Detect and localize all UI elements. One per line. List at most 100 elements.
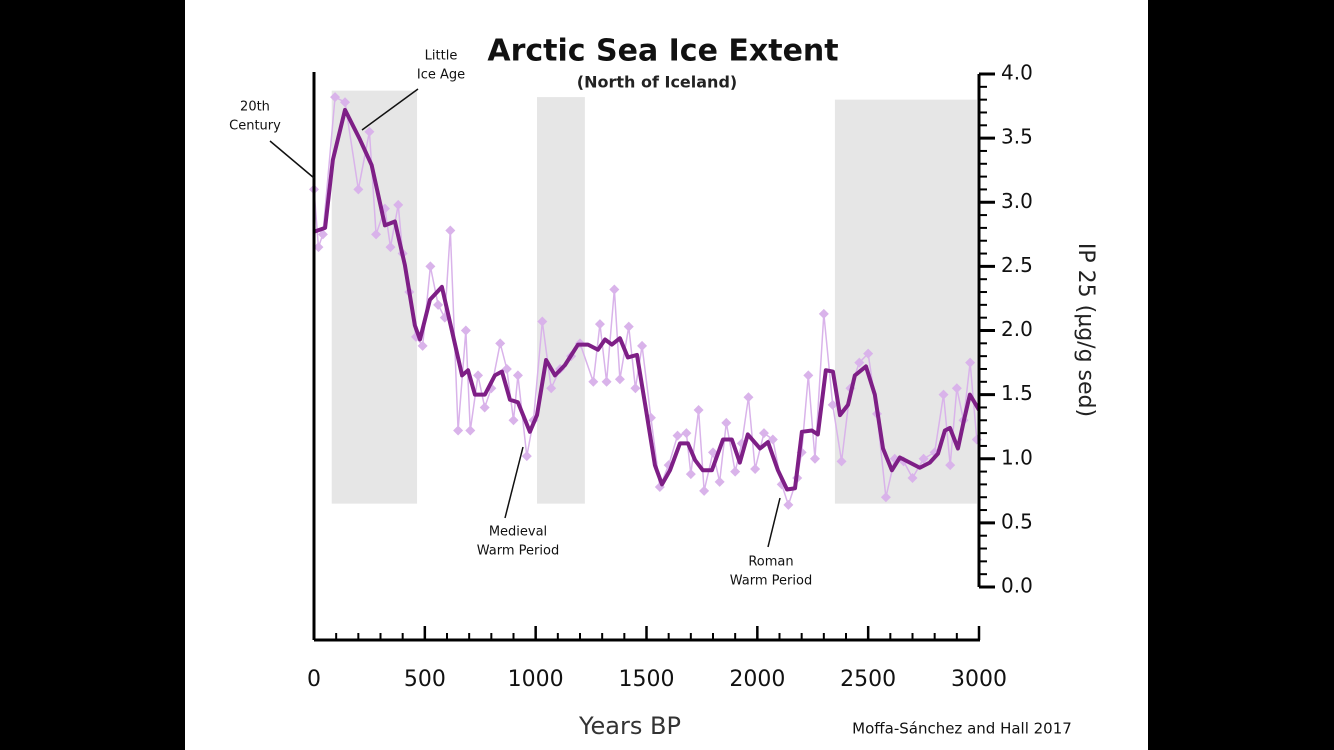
raw-point xyxy=(699,485,710,496)
x-tick-label: 0 xyxy=(307,667,321,692)
raw-point xyxy=(445,225,456,236)
raw-point xyxy=(385,242,396,253)
raw-point xyxy=(393,199,404,210)
raw-point xyxy=(681,428,692,439)
raw-point xyxy=(364,126,375,137)
raw-point xyxy=(508,415,519,426)
raw-point xyxy=(594,319,605,330)
raw-point xyxy=(685,469,696,480)
y-tick-label: 2.0 xyxy=(1001,317,1033,341)
raw-point xyxy=(473,370,484,381)
y-tick-label: 1.5 xyxy=(1001,381,1033,405)
leader-line xyxy=(767,497,781,548)
y-tick-label: 4.0 xyxy=(1001,61,1033,85)
raw-point xyxy=(630,383,641,394)
raw-point xyxy=(453,425,464,436)
raw-point xyxy=(425,261,436,272)
raw-point xyxy=(730,466,741,477)
x-tick-label: 2500 xyxy=(840,667,896,692)
chart-panel xyxy=(185,0,1148,750)
raw-point xyxy=(371,229,382,240)
annotation: 20th xyxy=(240,100,270,115)
raw-point xyxy=(637,340,648,351)
leader-lines xyxy=(269,88,781,548)
raw-point xyxy=(501,363,512,374)
annotation: Warm Period xyxy=(730,574,812,589)
y-tick-label: 1.0 xyxy=(1001,445,1033,469)
raw-point xyxy=(693,405,704,416)
annotation: Medieval xyxy=(489,525,547,540)
raw-point xyxy=(588,376,599,387)
raw-point xyxy=(340,97,351,108)
raw-point xyxy=(714,476,725,487)
raw-point xyxy=(460,325,471,336)
raw-point xyxy=(417,340,428,351)
raw-point xyxy=(433,299,444,310)
raw-point xyxy=(818,308,829,319)
raw-point xyxy=(803,370,814,381)
chart-subtitle: (North of Iceland) xyxy=(577,73,737,92)
annotation: Roman xyxy=(748,555,793,570)
raw-point xyxy=(945,460,956,471)
raw-point xyxy=(918,453,929,464)
x-axis-label: Years BP xyxy=(578,712,681,740)
marks-layer xyxy=(309,92,982,510)
raw-point xyxy=(672,430,683,441)
x-tick-label: 500 xyxy=(404,667,446,692)
raw-point xyxy=(767,434,778,445)
raw-point xyxy=(758,428,769,439)
annotation: Ice Age xyxy=(417,68,465,83)
raw-point xyxy=(512,370,523,381)
raw-point xyxy=(907,472,918,483)
leader-line xyxy=(269,140,315,179)
raw-point xyxy=(863,348,874,359)
raw-point xyxy=(721,417,732,428)
raw-point xyxy=(330,92,341,103)
source-note: Moffa-Sánchez and Hall 2017 xyxy=(852,720,1072,738)
raw-point xyxy=(827,399,838,410)
raw-point xyxy=(537,316,548,327)
x-tick-label: 1500 xyxy=(619,667,675,692)
y-tick-label: 3.5 xyxy=(1001,125,1033,149)
shaded-period xyxy=(536,97,585,504)
annotation: Little xyxy=(425,49,458,64)
raw-point xyxy=(317,229,328,240)
raw-point xyxy=(313,242,324,253)
raw-point xyxy=(743,392,754,403)
y-tick-label: 2.5 xyxy=(1001,253,1033,277)
raw-point xyxy=(965,357,976,368)
y-tick-label: 0.0 xyxy=(1001,574,1033,598)
raw-point xyxy=(809,453,820,464)
raw-point xyxy=(609,284,620,295)
raw-point xyxy=(750,464,761,475)
chart-title: Arctic Sea Ice Extent xyxy=(487,34,838,69)
x-tick-label: 1000 xyxy=(508,667,564,692)
smoothed-line xyxy=(313,107,981,492)
raw-point xyxy=(353,184,364,195)
raw-point xyxy=(601,376,612,387)
leader-line xyxy=(504,446,524,519)
raw-point xyxy=(836,456,847,467)
y-tick-label: 0.5 xyxy=(1001,509,1033,533)
raw-point xyxy=(938,389,949,400)
annotation: Century xyxy=(229,119,281,134)
shaded-period xyxy=(331,90,418,504)
raw-point xyxy=(614,374,625,385)
axes-layer: 0 500 1000 1500 2000 2500 3000 0.0 0.5 1.0 1.5 2.0 2… xyxy=(307,61,1033,693)
x-tick-label: 3000 xyxy=(951,667,1007,692)
raw-point xyxy=(783,499,794,510)
raw-point xyxy=(479,402,490,413)
raw-point xyxy=(521,451,532,462)
annotation: Warm Period xyxy=(477,544,559,559)
x-tick-label: 2000 xyxy=(729,667,785,692)
raw-point xyxy=(623,321,634,332)
y-axis-label: IP 25 (µg/g sed) xyxy=(1073,243,1098,417)
raw-point xyxy=(854,357,865,368)
raw-point xyxy=(465,425,476,436)
leader-line xyxy=(361,88,419,131)
raw-point xyxy=(880,492,891,503)
raw-point xyxy=(951,383,962,394)
y-tick-label: 3.0 xyxy=(1001,189,1033,213)
